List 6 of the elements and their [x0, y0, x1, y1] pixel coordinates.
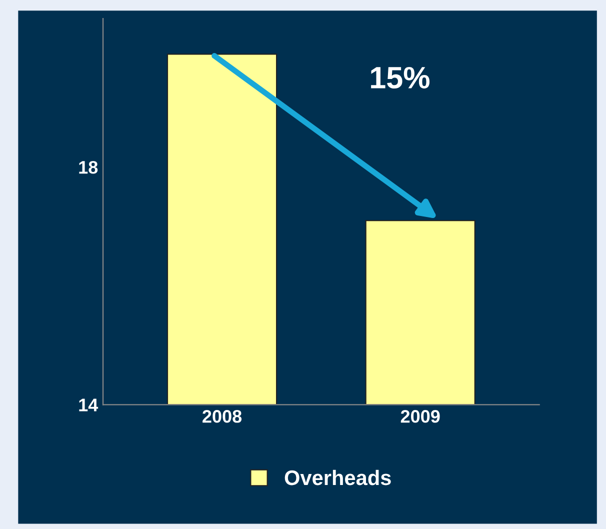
x-tick-label: 2008 [202, 410, 242, 423]
legend-label: Overheads [284, 470, 391, 486]
x-tick-label: 2009 [400, 410, 440, 423]
y-tick-label: 18 [79, 160, 98, 174]
annotation: 15% [371, 66, 430, 89]
y-tick-label: 14 [79, 398, 98, 412]
